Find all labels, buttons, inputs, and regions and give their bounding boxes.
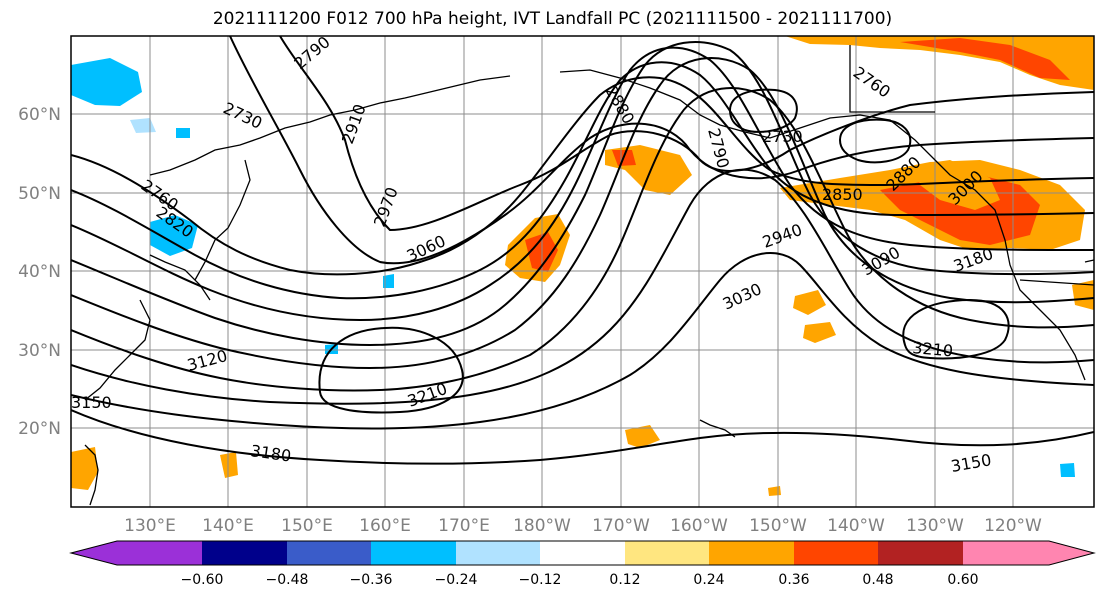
colorbar-segment [625,541,709,565]
lon-label: 130°W [906,516,964,536]
lat-label: 60°N [18,105,61,125]
longitude-labels: 130°E 140°E 150°E 160°E 170°E 180°W 170°… [124,516,1042,536]
lat-label: 30°N [18,341,61,361]
lon-label: 150°E [281,516,333,536]
map-panel: 2790 2730 2910 2760 2820 2970 3060 2880 … [70,32,1095,508]
ivt-area [71,447,98,490]
ivt-area [625,425,660,448]
contour-label: 3150 [71,393,112,412]
ivt-area [220,452,238,478]
colorbar-over-triangle [1049,541,1094,565]
colorbar-segment [540,541,625,565]
colorbar-tick-label: 0.60 [947,572,978,588]
contour-label: 3210 [912,338,954,360]
ivt-area [803,322,836,343]
lat-label: 50°N [18,184,61,204]
colorbar-tick-label: −0.48 [266,572,309,588]
contour-label: 2730 [762,127,803,146]
lon-label: 130°E [124,516,176,536]
ivt-area [150,215,198,256]
colorbar-tick-label: 0.48 [862,572,893,588]
colorbar-segment [202,541,287,565]
lon-label: 150°W [749,516,807,536]
colorbar-tick-label: −0.36 [350,572,393,588]
contour-label: 2850 [822,185,863,204]
ivt-area [793,290,826,315]
lon-label: 120°W [984,516,1042,536]
ivt-area [900,38,1070,80]
lon-label: 180°W [513,516,571,536]
ivt-area [383,274,394,288]
height-contours [71,36,1094,465]
colorbar-tick-label: −0.12 [519,572,562,588]
colorbar-segment [963,541,1049,565]
ivt-area [71,58,142,106]
colorbar-segment [287,541,371,565]
colorbar-ticks: −0.60 −0.48 −0.36 −0.24 −0.12 0.12 0.24 … [181,572,979,588]
lon-label: 140°E [202,516,254,536]
lon-label: 160°W [670,516,728,536]
colorbar-segment [794,541,878,565]
colorbar: −0.60 −0.48 −0.36 −0.24 −0.12 0.12 0.24 … [69,540,1096,588]
ivt-area [1072,280,1094,310]
ivt-area [176,128,190,138]
lon-label: 160°E [359,516,411,536]
colorbar-segment [709,541,794,565]
colorbar-segment [117,541,202,565]
map-frame [70,35,1095,508]
latitude-labels: 60°N 50°N 40°N 30°N 20°N [18,105,61,439]
lon-label: 140°W [827,516,885,536]
colorbar-tick-label: 0.36 [778,572,809,588]
colorbar-tick-label: −0.24 [435,572,478,588]
colorbar-segment [371,541,456,565]
lat-label: 40°N [18,262,61,282]
lon-label: 170°W [592,516,650,536]
colorbar-under-triangle [71,541,117,565]
colorbar-tick-label: −0.60 [181,572,224,588]
lon-label: 170°E [438,516,490,536]
colorbar-segment [878,541,963,565]
colorbar-outline [69,540,1096,566]
ivt-area [1060,463,1075,477]
colorbar-tick-label: 0.12 [609,572,640,588]
ivt-area [915,160,1000,210]
map-title: 2021111200 F012 700 hPa height, IVT Land… [212,9,893,29]
colorbar-segment [456,541,540,565]
colorbar-tick-label: 0.24 [693,572,724,588]
lat-label: 20°N [18,419,61,439]
